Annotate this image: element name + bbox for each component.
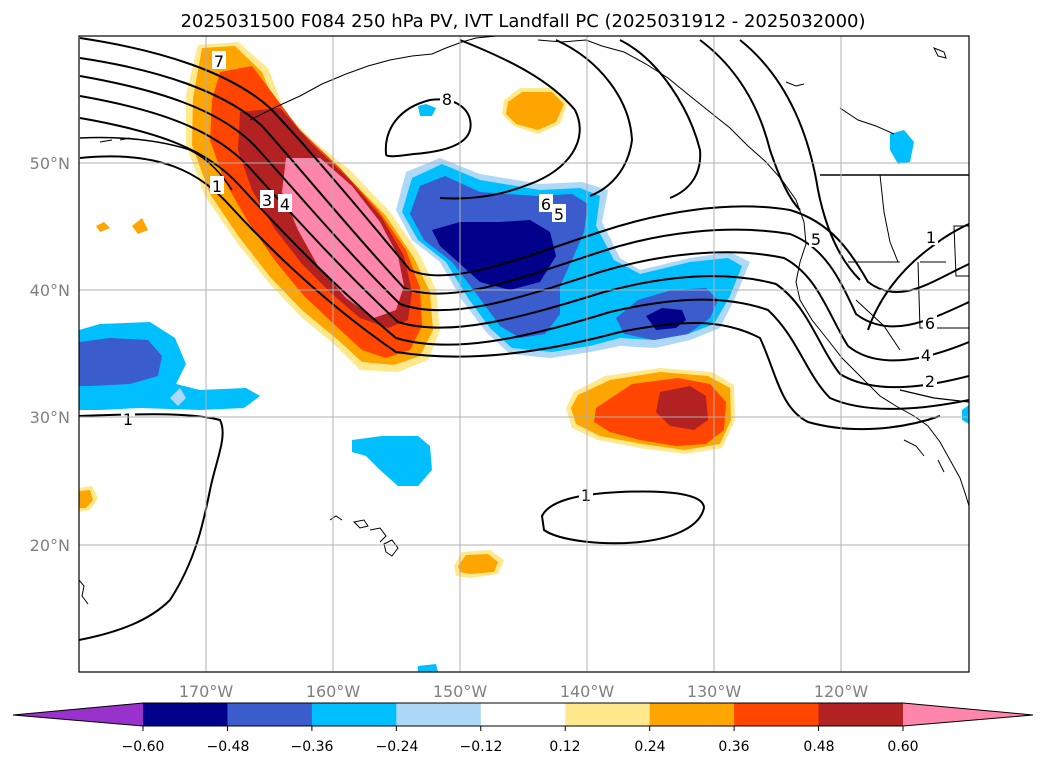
positive-anomaly-small: [79, 88, 568, 578]
colorbar-segment: [734, 703, 820, 726]
colorbar-extend-high: [903, 703, 1033, 726]
colorbar: −0.60 −0.48 −0.36 −0.24 −0.12 0.12 0.24 …: [12, 702, 1034, 755]
lat-tick-label: 30°N: [30, 408, 70, 427]
colorbar-segment: [143, 703, 228, 726]
lon-tick-label: 140°W: [560, 682, 615, 701]
contour-label-group: 7 1 3 4 8 6 5 5 1 6 4 2 1 1: [121, 51, 938, 505]
map-frame: [78, 35, 970, 673]
colorbar-tick-label: 0.12: [549, 739, 580, 755]
contour-label: 4: [280, 195, 290, 214]
contour-label: 6: [541, 195, 551, 214]
colorbar-tick-label: −0.48: [207, 739, 250, 755]
colorbar-segment: [480, 703, 566, 726]
positive-anomaly-subtropical: [566, 368, 735, 454]
colorbar-segment: [818, 703, 904, 726]
lon-tick-label: 170°W: [179, 682, 234, 701]
latitude-labels: 50°N 40°N 30°N 20°N: [30, 154, 70, 555]
colorbar-tick-label: 0.48: [803, 739, 834, 755]
negative-anomaly-west: [79, 104, 969, 672]
contour-label: 3: [262, 191, 272, 210]
colorbar-extend-low: [13, 703, 143, 726]
lon-tick-label: 130°W: [687, 682, 742, 701]
colorbar-segment: [565, 703, 651, 726]
colorbar-tick-label: 0.60: [887, 739, 918, 755]
contour-label: 1: [581, 486, 591, 505]
contour-label: 4: [921, 346, 931, 365]
map-panel: 7 1 3 4 8 6 5 5 1 6 4 2 1 1: [79, 36, 969, 672]
colorbar-tick-label: −0.36: [291, 739, 334, 755]
colorbar-tick-label: −0.60: [122, 739, 165, 755]
colorbar-tick-label: 0.24: [634, 739, 665, 755]
lon-tick-label: 120°W: [814, 682, 869, 701]
contour-label: 1: [212, 177, 222, 196]
lon-tick-label: 150°W: [433, 682, 488, 701]
colorbar-tick-label: −0.12: [460, 739, 503, 755]
colorbar-segment: [227, 703, 313, 726]
colorbar-tick-label: −0.24: [376, 739, 419, 755]
contour-label: 7: [214, 52, 224, 71]
lat-tick-label: 50°N: [30, 154, 70, 173]
contour-label: 5: [554, 205, 564, 224]
colorbar-segment: [649, 703, 735, 726]
colorbar-segment: [311, 703, 397, 726]
gridlines: [79, 36, 969, 672]
colorbar-segment: [396, 703, 482, 726]
lat-tick-label: 40°N: [30, 281, 70, 300]
contour-label: 5: [811, 230, 821, 249]
coastlines: [79, 36, 969, 605]
contour-label: 1: [926, 228, 936, 247]
pv-contours: [79, 37, 969, 641]
lat-tick-label: 20°N: [30, 536, 70, 555]
colorbar-tick-labels: −0.60 −0.48 −0.36 −0.24 −0.12 0.12 0.24 …: [122, 739, 919, 755]
colorbar-tick-label: 0.36: [718, 739, 749, 755]
contour-label: 8: [442, 90, 452, 109]
contour-label: 1: [123, 410, 133, 429]
lon-tick-label: 160°W: [306, 682, 361, 701]
contour-label: 2: [925, 372, 935, 391]
longitude-labels: 170°W 160°W 150°W 140°W 130°W 120°W: [179, 682, 869, 701]
contour-label: 6: [925, 314, 935, 333]
figure-title: 2025031500 F084 250 hPa PV, IVT Landfall…: [180, 11, 865, 32]
